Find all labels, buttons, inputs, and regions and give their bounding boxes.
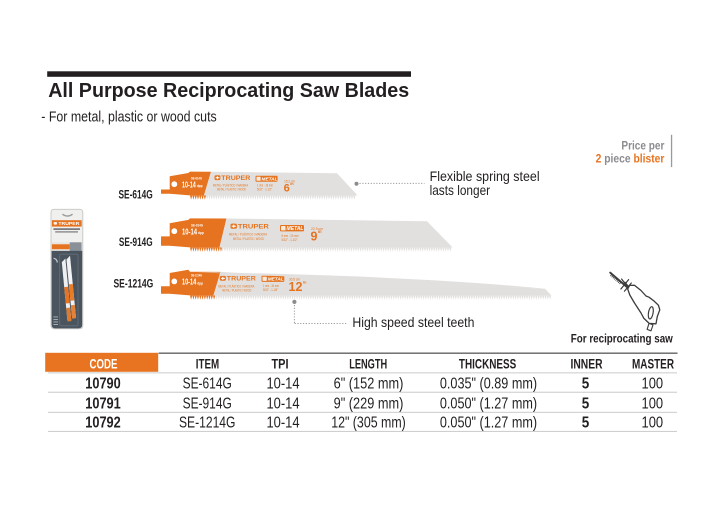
svg-text:SE-1214G: SE-1214G [114,276,154,290]
svg-text:5: 5 [582,396,590,413]
svg-text:METAL / PLÁSTICO / MADERA: METAL / PLÁSTICO / MADERA [229,233,268,237]
svg-text:100: 100 [642,376,664,393]
svg-text:10-14: 10-14 [266,396,299,413]
svg-text:1 mm - 30 mm: 1 mm - 30 mm [263,284,279,288]
svg-text:METAL: METAL [262,176,278,182]
svg-text:5: 5 [582,376,590,393]
svg-text:100: 100 [642,415,664,432]
svg-text:Flexible spring steel: Flexible spring steel [430,168,540,184]
svg-text:TRUPER: TRUPER [238,224,269,231]
svg-text:High speed steel teeth: High speed steel teeth [352,314,474,330]
svg-text:TRUPER: TRUPER [221,176,251,182]
svg-text:0.050" (1.27 mm): 0.050" (1.27 mm) [440,415,537,432]
svg-text:SE-614G: SE-614G [119,188,153,202]
svg-text:TRUPER: TRUPER [58,221,80,226]
svg-text:9: 9 [311,230,318,244]
svg-text:SE-1214G: SE-1214G [191,273,202,277]
svg-text:METAL: METAL [268,277,284,283]
svg-text:SE-614G: SE-614G [183,376,232,393]
svg-text:SE-614G: SE-614G [191,177,202,181]
svg-text:METAL / PLÁSTICO / MADERA: METAL / PLÁSTICO / MADERA [213,183,249,187]
svg-text:Price per: Price per [621,139,664,153]
svg-text:15.2 cm: 15.2 cm [284,179,295,183]
svg-text:METAL: METAL [287,226,304,232]
svg-text:12" (305 mm): 12" (305 mm) [331,415,406,432]
svg-text:in: in [290,181,294,186]
svg-text:METAL / PLASTIC / WOOD: METAL / PLASTIC / WOOD [217,187,246,191]
svg-text:6: 6 [284,182,290,194]
svg-text:10792: 10792 [85,415,121,432]
svg-text:dpp: dpp [197,281,203,285]
svg-text:30.5 cm: 30.5 cm [289,277,300,281]
svg-text:12: 12 [289,280,303,294]
svg-text:All Purpose Reciprocating Saw: All Purpose Reciprocating Saw Blades [48,80,409,102]
svg-text:SE-1214G: SE-1214G [179,415,235,432]
svg-text:0.050" (1.27 mm): 0.050" (1.27 mm) [440,396,537,413]
svg-text:LENGTH: LENGTH [349,357,387,372]
svg-text:METAL / PLÁSTICO / MADERA: METAL / PLÁSTICO / MADERA [218,284,255,288]
svg-text:10-14: 10-14 [182,180,196,189]
svg-text:10-14: 10-14 [182,227,197,236]
svg-text:- For metal, plastic or wood c: - For metal, plastic or wood cuts [41,108,216,125]
svg-text:dpp: dpp [198,231,204,235]
svg-text:in: in [318,229,322,234]
svg-text:MASTER: MASTER [632,357,674,372]
svg-text:INNER: INNER [571,357,603,372]
svg-text:1 mm - 18 mm: 1 mm - 18 mm [257,184,273,188]
svg-text:in: in [303,280,307,285]
svg-text:ITEM: ITEM [196,357,219,372]
svg-text:6" (152 mm): 6" (152 mm) [334,376,404,393]
svg-text:SE-914G: SE-914G [191,224,203,228]
svg-text:5: 5 [582,415,590,432]
svg-text:10-14: 10-14 [266,376,299,393]
svg-text:2 piece blister: 2 piece blister [596,152,665,166]
svg-text:dpp: dpp [197,184,203,188]
svg-text:10-14: 10-14 [182,278,197,287]
svg-text:0.035" (0.89 mm): 0.035" (0.89 mm) [440,376,537,393]
svg-text:TRUPER: TRUPER [227,276,257,283]
svg-text:8 mm - 30 mm: 8 mm - 30 mm [282,234,299,238]
svg-text:TPI: TPI [272,357,289,372]
svg-text:For reciprocating saw: For reciprocating saw [571,332,673,346]
svg-text:lasts longer: lasts longer [430,182,491,198]
svg-text:METAL / PLASTIC / WOOD: METAL / PLASTIC / WOOD [222,289,251,293]
svg-text:10791: 10791 [85,396,121,413]
svg-text:SE-914G: SE-914G [119,235,153,249]
svg-text:METAL / PLASTIC / WOOD: METAL / PLASTIC / WOOD [233,237,264,241]
svg-text:5/32" - 1-1/2": 5/32" - 1-1/2" [257,188,273,192]
svg-text:10790: 10790 [85,376,121,393]
svg-text:SE-914G: SE-914G [183,396,232,413]
svg-text:5/32" - 1-1/8": 5/32" - 1-1/8" [263,288,279,292]
svg-text:22.9 cm: 22.9 cm [311,227,323,231]
svg-text:THICKNESS: THICKNESS [459,357,516,372]
svg-text:9" (229 mm): 9" (229 mm) [334,396,404,413]
svg-text:CODE: CODE [90,357,118,372]
svg-text:10-14: 10-14 [266,415,299,432]
svg-text:5/32" - 1-1/2": 5/32" - 1-1/2" [282,238,299,242]
svg-text:100: 100 [642,396,664,413]
